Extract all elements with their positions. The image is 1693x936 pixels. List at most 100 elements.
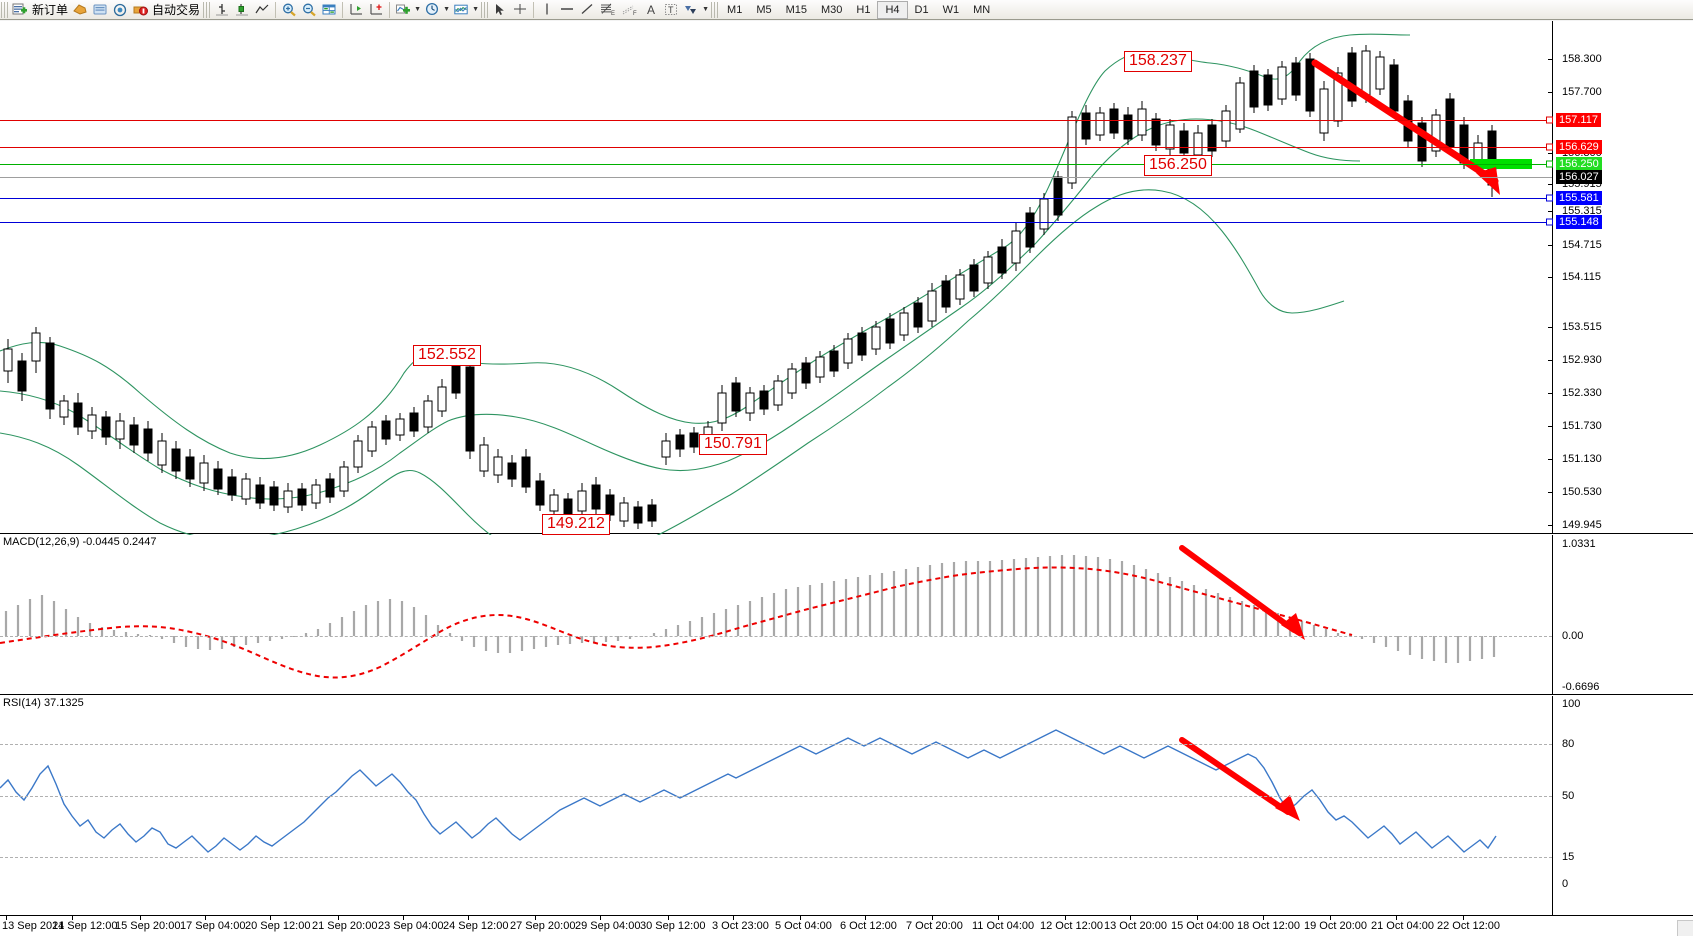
level-handle-157117[interactable] — [1546, 116, 1553, 124]
signals-icon[interactable] — [110, 1, 130, 19]
horizontal-line-icon[interactable] — [557, 1, 577, 19]
rsi-gridline-80 — [0, 744, 1552, 745]
price-tick-151130: 151.130 — [1562, 453, 1602, 465]
shift-icon[interactable] — [346, 1, 366, 19]
rsi-axis-line — [1552, 696, 1553, 916]
support-line-156250[interactable] — [0, 164, 1552, 165]
time-tick-14: 7 Oct 20:00 — [906, 920, 963, 932]
macd-tick-zero: 0.00 — [1562, 630, 1584, 642]
level-handle-155581[interactable] — [1546, 194, 1553, 202]
templates-icon[interactable] — [451, 1, 471, 19]
chevron-down-icon[interactable]: ▼ — [414, 6, 421, 13]
fibonacci-icon[interactable]: E — [597, 1, 619, 19]
resistance-line-156629[interactable] — [0, 147, 1552, 148]
level-handle-156250[interactable] — [1546, 160, 1553, 168]
price-badge-156250[interactable]: 156.250 — [1556, 157, 1602, 171]
macd-axis-line — [1552, 535, 1553, 694]
rsi-canvas[interactable] — [0, 696, 1552, 916]
timeframe-h1[interactable]: H1 — [856, 3, 871, 16]
equidistant-channel-icon[interactable]: F — [619, 1, 641, 19]
rsi-tick-0: 0 — [1562, 878, 1569, 890]
auto-trading-label[interactable]: 自动交易 — [152, 3, 201, 17]
timeframe-h4[interactable]: H4 — [877, 0, 908, 19]
price-tick-158300: 158.300 — [1562, 53, 1602, 65]
toolbar-grip-2[interactable] — [203, 1, 211, 18]
price-chart-canvas[interactable] — [0, 21, 1552, 558]
new-order-label[interactable]: 新订单 — [32, 3, 69, 17]
level-handle-156629[interactable] — [1546, 143, 1553, 151]
annotation-152552[interactable]: 152.552 — [413, 345, 481, 366]
text-label-icon[interactable]: T — [661, 1, 681, 19]
target-line-155581[interactable] — [0, 198, 1552, 199]
data-window-icon[interactable] — [90, 1, 110, 19]
annotation-150791[interactable]: 150.791 — [699, 434, 767, 455]
autoscroll-icon[interactable] — [366, 1, 386, 19]
timeframe-m5[interactable]: M5 — [756, 3, 772, 16]
macd-canvas[interactable] — [0, 535, 1552, 695]
rsi-indicator-label: RSI(14) 37.1325 — [3, 697, 84, 709]
time-axis[interactable]: 13 Sep 2021 14 Sep 12:00 15 Sep 20:00 17… — [0, 915, 1693, 936]
timeframe-m1[interactable]: M1 — [727, 3, 743, 16]
time-tick-4: 20 Sep 12:00 — [245, 920, 311, 932]
time-tick-7: 24 Sep 12:00 — [443, 920, 509, 932]
price-tick-154715: 154.715 — [1562, 239, 1602, 251]
annotation-156250[interactable]: 156.250 — [1144, 155, 1212, 176]
timeframe-d1[interactable]: D1 — [914, 3, 929, 16]
shapes-icon[interactable] — [681, 1, 701, 19]
macd-pane[interactable]: MACD(12,26,9) -0.0445 0.2447 — [0, 535, 1693, 695]
add-indicator-icon[interactable] — [393, 1, 413, 19]
price-badge-156629[interactable]: 156.629 — [1556, 140, 1602, 154]
macd-signal-line — [0, 566, 1353, 679]
timeframe-w1[interactable]: W1 — [942, 3, 960, 16]
period-icon[interactable] — [422, 1, 442, 19]
level-handle-155148[interactable] — [1546, 218, 1553, 226]
zoom-out-icon[interactable] — [299, 1, 319, 19]
market-icon[interactable] — [130, 1, 150, 19]
toolbar-grip-3[interactable] — [481, 1, 489, 18]
candlestick-chart-icon[interactable] — [232, 1, 252, 19]
scroll-corner[interactable] — [1677, 920, 1693, 936]
bar-chart-icon[interactable] — [212, 1, 232, 19]
timeframe-m15[interactable]: M15 — [785, 3, 807, 16]
chevron-down-icon-4[interactable]: ▼ — [702, 6, 709, 13]
price-pane[interactable]: 158.237 156.250 152.552 150.791 149.212 … — [0, 21, 1693, 558]
toolbar-grip-4[interactable] — [711, 1, 719, 18]
timeframe-mn[interactable]: MN — [973, 3, 991, 16]
rsi-pane[interactable]: RSI(14) 37.1325 100 80 50 15 0 — [0, 696, 1693, 916]
rsi-gridline-50 — [0, 796, 1552, 797]
price-badge-155148[interactable]: 155.148 — [1556, 215, 1602, 229]
chevron-down-icon-2[interactable]: ▼ — [443, 6, 450, 13]
chart-window[interactable]: GBPJPY-,H4 156.042 156.176 155.914 156.0… — [0, 20, 1693, 936]
svg-text:T: T — [668, 5, 674, 15]
trendline-icon[interactable] — [577, 1, 597, 19]
price-badge-155581[interactable]: 155.581 — [1556, 191, 1602, 205]
bollinger-lower-band — [0, 189, 1345, 558]
text-icon[interactable]: A — [641, 1, 661, 19]
indicators-icon[interactable] — [70, 1, 90, 19]
chevron-down-icon-3[interactable]: ▼ — [472, 6, 479, 13]
price-badge-157117[interactable]: 157.117 — [1556, 113, 1601, 127]
last-price-line[interactable] — [0, 177, 1552, 178]
price-tick-150530: 150.530 — [1562, 486, 1602, 498]
macd-tick-min: -0.6696 — [1562, 681, 1600, 693]
cursor-icon[interactable] — [490, 1, 510, 19]
toolbar-grip[interactable] — [1, 1, 8, 18]
toolbar-separator — [275, 1, 277, 18]
rsi-gridline-15 — [0, 857, 1552, 858]
resistance-line-157117[interactable] — [0, 120, 1552, 121]
time-tick-6: 23 Sep 04:00 — [378, 920, 444, 932]
annotation-149212[interactable]: 149.212 — [542, 514, 610, 535]
zoom-in-icon[interactable] — [279, 1, 299, 19]
timeframe-m30[interactable]: M30 — [821, 3, 843, 16]
new-order-icon[interactable] — [10, 1, 30, 19]
time-tick-20: 19 Oct 20:00 — [1304, 920, 1367, 932]
target-line-155148[interactable] — [0, 222, 1552, 223]
vertical-line-icon[interactable] — [537, 1, 557, 19]
price-tick-154115: 154.115 — [1562, 271, 1601, 283]
annotation-158237[interactable]: 158.237 — [1124, 51, 1192, 72]
grid-icon[interactable] — [319, 1, 339, 19]
line-chart-icon[interactable] — [252, 1, 272, 19]
time-tick-1: 14 Sep 12:00 — [52, 920, 118, 932]
crosshair-icon[interactable] — [510, 1, 530, 19]
time-tick-2: 15 Sep 20:00 — [115, 920, 181, 932]
